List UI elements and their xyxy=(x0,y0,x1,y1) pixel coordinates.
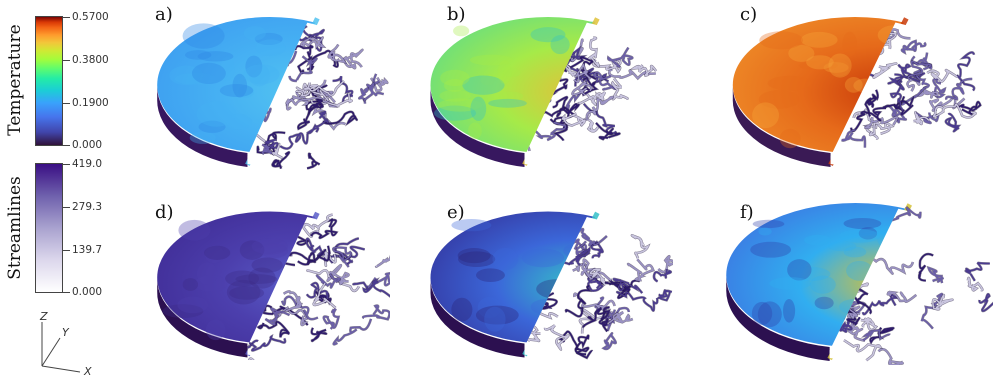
disk-side-wall xyxy=(430,85,525,167)
disk-render-e xyxy=(430,209,673,360)
streamlines-colorbar xyxy=(35,163,63,293)
streamlines-tick-label: 139.7 xyxy=(72,244,103,256)
tick-mark xyxy=(63,60,70,61)
x-axis-label: X xyxy=(83,365,92,376)
x-axis-line xyxy=(41,365,81,373)
panel-label-e: e) xyxy=(447,202,465,223)
tick-mark xyxy=(63,145,70,146)
y-axis-label: Y xyxy=(62,326,70,339)
temperature-tick-label: 0.5700 xyxy=(72,11,109,23)
tick-mark xyxy=(63,207,70,208)
disk-render-f xyxy=(726,203,994,365)
disk-side-wall xyxy=(732,85,831,167)
streamlines-tick-label: 0.000 xyxy=(72,286,103,298)
disk-render-b xyxy=(430,17,666,167)
panel-label-b: b) xyxy=(447,4,466,25)
tick-mark xyxy=(63,17,70,18)
temperature-tick-label: 0.000 xyxy=(72,139,103,151)
disk-side-wall xyxy=(157,85,248,167)
temperature-colorbar xyxy=(35,16,63,146)
tick-mark xyxy=(63,292,70,293)
tick-mark xyxy=(63,250,70,251)
temperature-colorbar-title: Temperature xyxy=(5,24,25,136)
temperature-tick-label: 0.1900 xyxy=(72,97,109,109)
disk-side-wall xyxy=(726,275,830,361)
panel-label-a: a) xyxy=(155,4,173,25)
panel-label-c: c) xyxy=(740,4,758,25)
y-axis-line xyxy=(41,337,61,367)
tick-mark xyxy=(63,164,70,165)
streamlines-tick-label: 419.0 xyxy=(72,158,103,170)
streamlines-tick-label: 279.3 xyxy=(72,201,103,213)
disk-side-wall xyxy=(157,277,248,358)
streamlines-colorbar-title: Streamlines xyxy=(5,176,25,280)
disk-render-d xyxy=(157,211,390,360)
disk-render-a xyxy=(157,15,389,170)
axes-triad: Z Y X xyxy=(39,310,92,376)
panel-label-d: d) xyxy=(155,202,174,223)
panel-label-f: f) xyxy=(740,202,754,223)
temperature-tick-label: 0.3800 xyxy=(72,54,109,66)
disk-side-wall xyxy=(430,277,525,358)
z-axis-label: Z xyxy=(39,310,48,323)
tick-mark xyxy=(63,103,70,104)
disk-render-c xyxy=(732,17,982,167)
